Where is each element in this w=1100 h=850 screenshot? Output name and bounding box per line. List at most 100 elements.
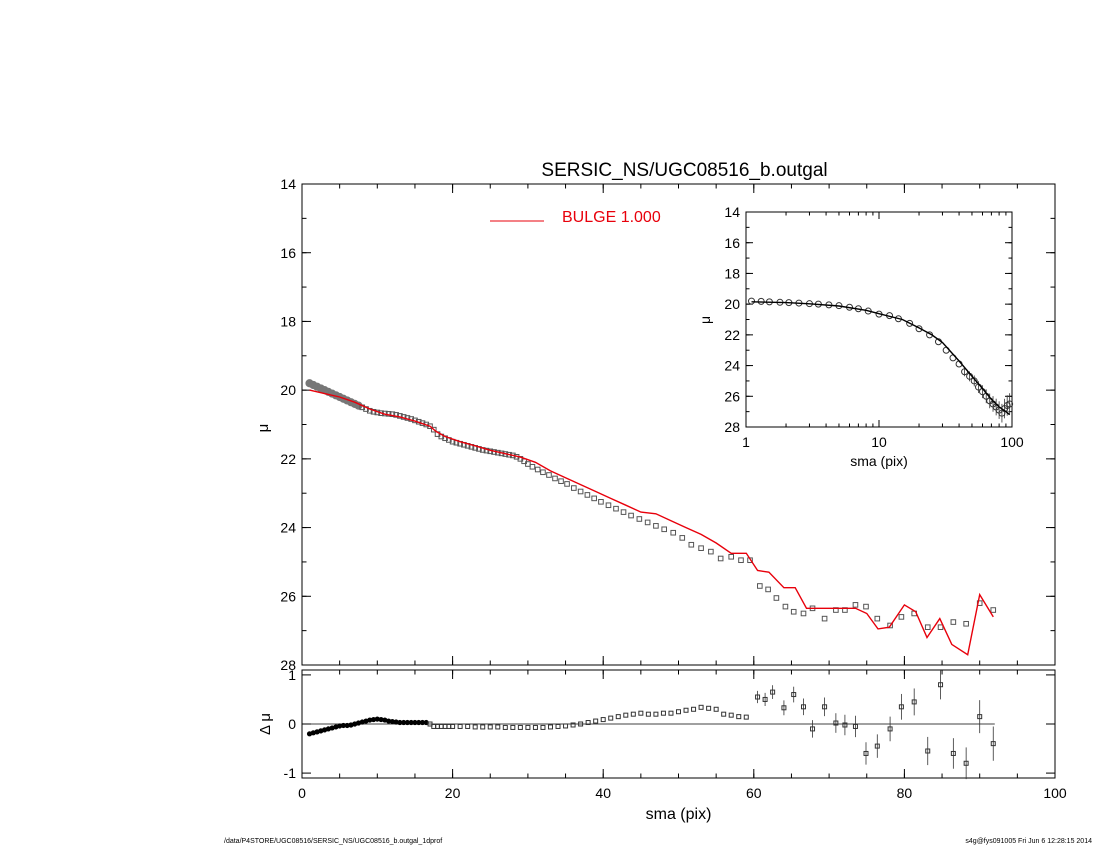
data-point — [670, 529, 677, 536]
y-tick-label: 28 — [280, 657, 296, 673]
residual-point — [863, 750, 869, 756]
residual-point-dense — [408, 719, 414, 726]
residual-point — [762, 696, 768, 702]
data-point — [613, 505, 619, 512]
y-tick-label: 18 — [724, 265, 740, 281]
data-point — [990, 607, 997, 613]
data-point — [427, 423, 433, 430]
residual-point — [668, 710, 674, 716]
data-point — [924, 624, 931, 631]
y-axis-label: μ — [255, 424, 272, 433]
residual-point — [683, 707, 689, 713]
x-tick-label: 40 — [595, 785, 611, 801]
residual-point — [911, 699, 917, 705]
data-point — [430, 426, 437, 433]
data-point — [898, 614, 905, 620]
residual-point — [713, 706, 719, 712]
residual-point — [593, 718, 599, 724]
y-tick-label: 24 — [280, 520, 296, 536]
data-point — [1006, 400, 1014, 408]
residual-point-dense — [401, 719, 407, 726]
residual-point — [842, 722, 848, 728]
data-point — [738, 557, 744, 564]
data-point — [679, 535, 686, 541]
data-point — [393, 412, 399, 418]
x-tick-label: 60 — [746, 785, 762, 801]
residual-point — [487, 724, 493, 730]
residual-point-dense — [397, 719, 403, 726]
residual-point — [555, 723, 561, 729]
residual-point — [791, 692, 797, 698]
data-point — [598, 499, 604, 505]
residual-point — [977, 714, 983, 720]
data-point — [571, 485, 577, 491]
residual-point — [570, 722, 576, 728]
residual-point — [852, 723, 858, 729]
data-point — [552, 475, 558, 482]
x-axis-label: sma (pix) — [646, 806, 712, 823]
residual-point — [990, 741, 996, 747]
residual-point — [887, 726, 893, 732]
chart-title: SERSIC_NS/UGC08516_b.outgal — [541, 160, 827, 181]
residual-point — [495, 724, 501, 730]
data-point — [540, 469, 546, 476]
residual-point — [608, 715, 614, 721]
data-point — [591, 495, 597, 502]
residual-point-dense — [419, 719, 426, 726]
x-tick-label: 1 — [742, 434, 750, 450]
residual-point — [743, 714, 749, 720]
data-point — [937, 624, 944, 631]
residual-point — [480, 724, 486, 730]
residual-point — [457, 723, 463, 729]
residual-point — [510, 724, 516, 730]
y-tick-label: 22 — [280, 451, 296, 467]
residual-point — [698, 704, 704, 710]
data-point — [800, 610, 807, 617]
residual-point — [874, 743, 880, 749]
residual-point — [660, 710, 666, 716]
data-point — [653, 523, 659, 529]
data-point — [728, 553, 735, 560]
data-point — [773, 595, 780, 601]
residual-point — [676, 709, 681, 715]
data-point — [708, 548, 714, 555]
x-tick-label: 80 — [897, 785, 913, 801]
data-point — [636, 516, 643, 522]
residual-point — [630, 711, 636, 717]
residual-point — [540, 724, 546, 730]
residual-point — [472, 724, 478, 730]
residual-point — [638, 710, 644, 716]
residual-point — [517, 724, 523, 730]
residual-point — [691, 706, 697, 712]
residual-point — [950, 750, 956, 756]
inset-panel: 1 10 100 14 16 18 20 22 24 26 28 sma (pix) μ — [697, 204, 1024, 469]
y-tick-label: 24 — [724, 358, 740, 374]
y-tick-label: 14 — [724, 204, 740, 220]
x-tick-label: 20 — [445, 785, 461, 801]
y-tick-label: 26 — [280, 588, 296, 604]
data-point — [950, 619, 957, 625]
data-point — [483, 447, 490, 454]
data-point — [852, 602, 859, 608]
inset-x-axis-label: sma (pix) — [850, 453, 908, 469]
residual-point — [502, 724, 508, 730]
data-point — [757, 583, 763, 589]
residual-point — [532, 724, 538, 730]
residual-point — [653, 711, 659, 717]
data-point — [644, 519, 651, 526]
residual-point — [833, 720, 839, 726]
y-tick-label: 18 — [280, 313, 296, 329]
data-point — [546, 472, 552, 478]
data-point — [915, 325, 923, 333]
data-point — [874, 615, 881, 622]
data-point — [821, 615, 828, 622]
residual-point-dense — [404, 719, 411, 726]
data-point — [389, 411, 396, 417]
footer-timestamp: s4g@fys091005 Fri Jun 6 12:28:15 2014 — [965, 838, 1092, 845]
residual-point — [810, 726, 816, 732]
y-tick-label: 22 — [724, 327, 740, 343]
model-line — [751, 301, 1011, 416]
